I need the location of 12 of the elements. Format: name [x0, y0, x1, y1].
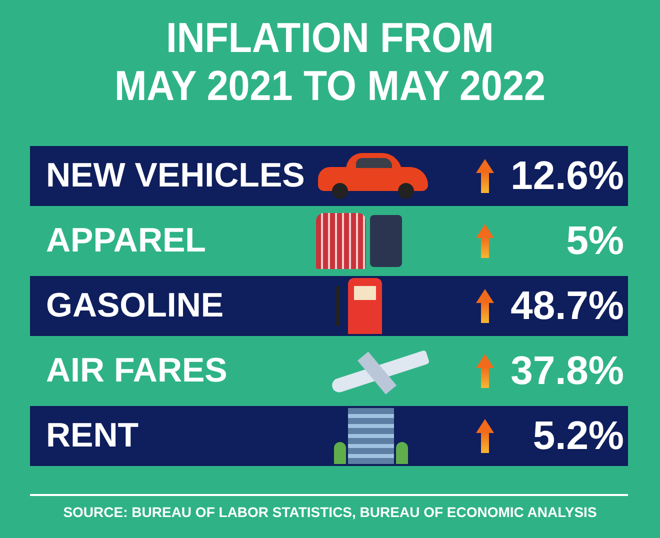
data-label: 37.8% [510, 349, 624, 394]
category-label: AIR FARES [46, 351, 228, 390]
text: INFLATION FROM MAY 2021 TO MAY 2022 [113, 14, 547, 110]
category-label: APPAREL [46, 221, 206, 260]
data-label: 48.7% [510, 284, 624, 328]
category-label: GASOLINE [46, 286, 224, 324]
data-label: 5% [566, 219, 624, 264]
category-label: NEW VEHICLES [46, 156, 305, 194]
category-label: RENT [46, 416, 139, 454]
source-note: SOURCE: BUREAU OF LABOR STATISTICS, BUREAU OF ECONOMIC ANALYSIS [62, 504, 598, 520]
data-label: 5.2% [532, 414, 624, 458]
data-label: 12.6% [510, 154, 624, 198]
